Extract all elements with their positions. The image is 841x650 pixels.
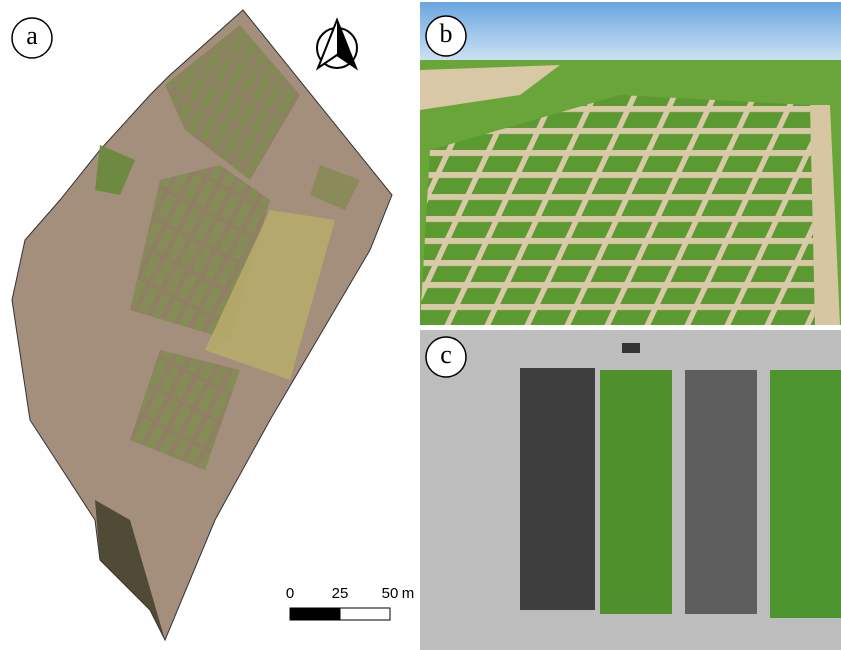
scale-label: 25 bbox=[332, 585, 349, 602]
panel-label: c bbox=[440, 340, 452, 369]
figure: a 0 25 50 m b c bbox=[0, 0, 841, 650]
panel-label: a bbox=[26, 21, 38, 50]
panel-b: b bbox=[420, 2, 841, 325]
scale-label: 0 bbox=[286, 585, 294, 602]
plot-gray bbox=[685, 370, 757, 614]
scale-unit: m bbox=[402, 585, 415, 602]
scale-label: 50 bbox=[382, 585, 399, 602]
sky bbox=[420, 2, 841, 62]
plot-gray bbox=[520, 368, 595, 610]
panel-a: a 0 25 50 m bbox=[0, 0, 418, 650]
panel-label: b bbox=[440, 19, 453, 48]
scale-bar bbox=[290, 608, 390, 620]
panel-c: c bbox=[420, 330, 841, 650]
plot-green bbox=[600, 370, 672, 614]
plot-green bbox=[770, 370, 841, 618]
object bbox=[622, 343, 640, 353]
